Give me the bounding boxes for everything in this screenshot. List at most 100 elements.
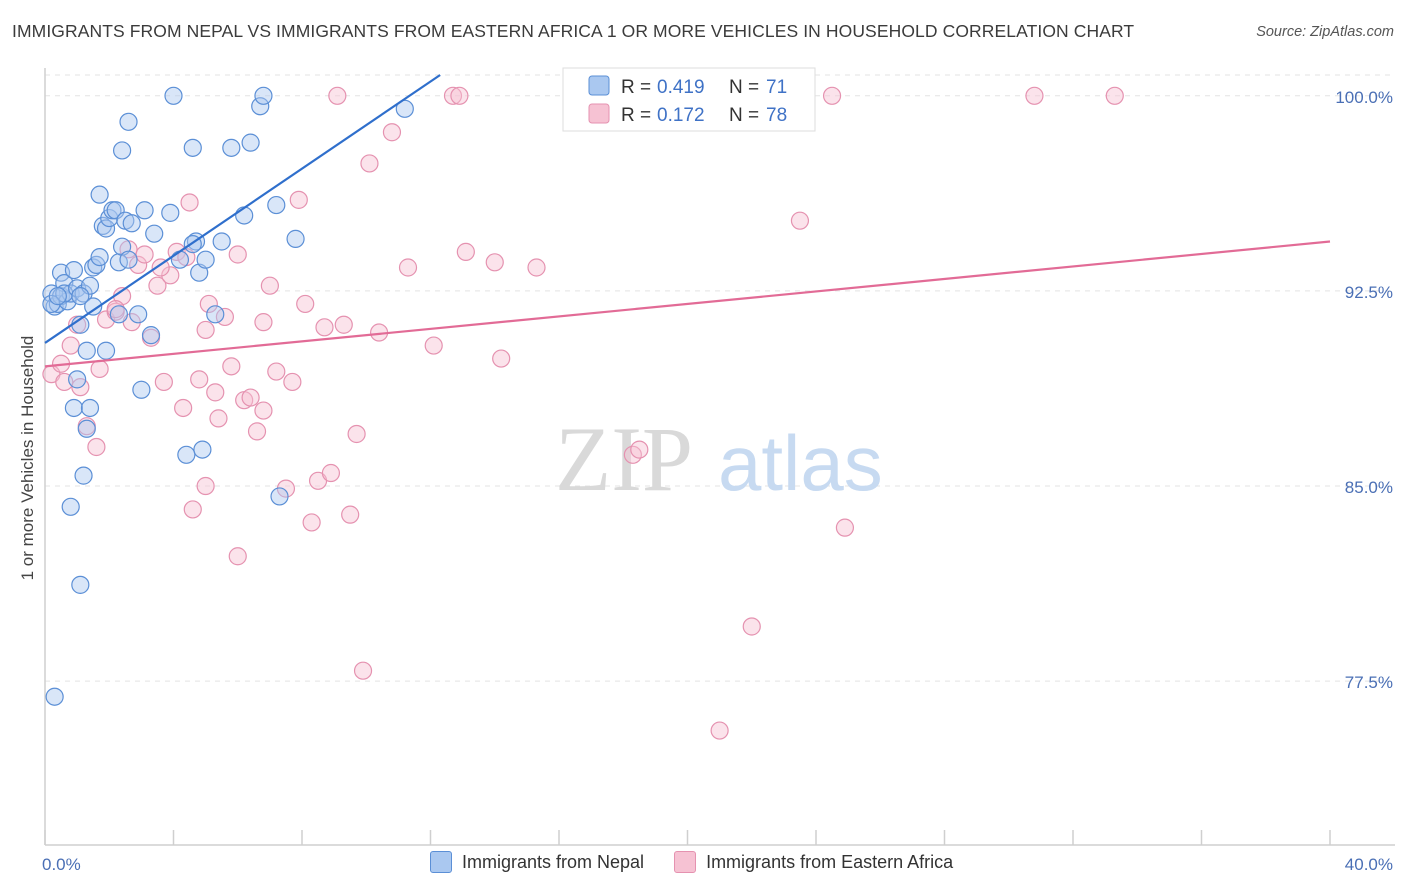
nepal-point[interactable] [84,297,103,316]
eastern-africa-point[interactable] [443,86,463,105]
nepal-point[interactable] [84,258,103,277]
nepal-point[interactable] [61,497,80,516]
nepal-point[interactable] [112,141,132,160]
eastern-africa-point[interactable] [260,276,279,295]
nepal-point[interactable] [286,229,305,248]
eastern-africa-point[interactable] [174,398,193,418]
eastern-africa-point[interactable] [360,154,379,173]
nepal-point[interactable] [270,487,289,506]
eastern-africa-point[interactable] [180,193,199,212]
eastern-africa-point[interactable] [241,388,260,407]
eastern-africa-point[interactable] [90,359,109,379]
nepal-point[interactable] [96,341,116,360]
nepal-point[interactable] [74,466,93,485]
nepal-point[interactable] [212,232,231,251]
eastern-africa-point[interactable] [222,357,241,376]
eastern-africa-point[interactable] [302,513,321,532]
nepal-point[interactable] [122,214,141,233]
eastern-africa-point[interactable] [87,437,106,457]
eastern-africa-point[interactable] [135,245,154,264]
nepal-point[interactable] [251,97,270,116]
eastern-africa-point[interactable] [154,372,173,392]
eastern-africa-point[interactable] [254,313,273,332]
eastern-africa-point[interactable] [283,372,302,392]
eastern-africa-point[interactable] [527,258,546,277]
eastern-africa-point[interactable] [456,242,475,261]
eastern-africa-point[interactable] [199,294,218,314]
nepal-point[interactable] [129,305,148,324]
eastern-africa-point[interactable] [106,300,125,319]
nepal-point[interactable] [119,250,138,269]
nepal-point[interactable] [90,247,109,267]
eastern-africa-point[interactable] [247,422,267,441]
legend-item-eastern-africa[interactable]: Immigrants from Eastern Africa [674,851,953,873]
nepal-point[interactable] [48,287,67,306]
nepal-point[interactable] [222,138,241,157]
nepal-point[interactable] [183,138,202,157]
eastern-africa-point[interactable] [196,320,215,340]
eastern-africa-point[interactable] [398,258,418,277]
eastern-africa-point[interactable] [341,505,360,524]
eastern-africa-point[interactable] [347,424,366,444]
nepal-point[interactable] [161,203,180,222]
nepal-point[interactable] [77,419,96,438]
eastern-africa-point[interactable] [353,661,373,680]
eastern-africa-point[interactable] [315,318,334,337]
eastern-africa-point[interactable] [450,86,469,105]
eastern-africa-point[interactable] [321,463,341,483]
eastern-africa-point[interactable] [790,211,810,230]
nepal-point[interactable] [109,305,128,324]
nepal-point[interactable] [206,305,225,324]
eastern-africa-point[interactable] [710,721,729,740]
nepal-point[interactable] [177,445,196,464]
nepal-point[interactable] [196,250,215,269]
nepal-point[interactable] [141,326,161,345]
eastern-africa-point[interactable] [289,190,308,209]
nepal-point[interactable] [68,370,87,389]
nepal-point[interactable] [71,287,90,306]
eastern-africa-point[interactable] [492,349,511,368]
nepal-point[interactable] [77,341,96,360]
nepal-point[interactable] [45,687,64,706]
eastern-africa-point[interactable] [228,547,247,566]
nepal-point[interactable] [241,133,260,152]
eastern-africa-point[interactable] [228,245,247,264]
eastern-africa-point[interactable] [1025,86,1044,105]
eastern-africa-point[interactable] [190,370,209,389]
eastern-africa-point[interactable] [267,362,286,381]
nepal-point[interactable] [80,398,100,418]
eastern-africa-point[interactable] [183,500,202,519]
eastern-africa-point[interactable] [334,315,353,334]
nepal-point[interactable] [119,112,138,131]
eastern-africa-point[interactable] [1105,86,1124,105]
eastern-africa-point[interactable] [822,86,842,105]
nepal-point[interactable] [90,185,109,204]
nepal-point[interactable] [235,206,254,225]
eastern-africa-point[interactable] [209,409,228,428]
eastern-africa-point[interactable] [148,276,167,295]
eastern-africa-point[interactable] [129,255,148,274]
nepal-point[interactable] [395,99,414,118]
legend-item-nepal[interactable]: Immigrants from Nepal [430,851,644,873]
nepal-point[interactable] [132,380,151,399]
nepal-point[interactable] [254,86,273,105]
nepal-point[interactable] [267,195,286,215]
nepal-point[interactable] [135,201,154,220]
eastern-africa-point[interactable] [61,336,80,355]
eastern-africa-point[interactable] [296,294,315,314]
nepal-point[interactable] [164,86,183,105]
nepal-point[interactable] [170,250,190,269]
eastern-africa-point[interactable] [485,253,504,272]
nepal-point[interactable] [71,575,90,594]
eastern-africa-point[interactable] [254,401,273,420]
eastern-africa-point[interactable] [206,383,225,402]
nepal-point[interactable] [64,261,84,280]
eastern-africa-point[interactable] [742,617,761,636]
eastern-africa-point[interactable] [630,440,649,459]
nepal-point[interactable] [145,224,164,243]
eastern-africa-point[interactable] [196,476,215,496]
eastern-africa-point[interactable] [382,123,402,142]
eastern-africa-point[interactable] [161,266,180,285]
eastern-africa-point[interactable] [835,518,855,537]
eastern-africa-point[interactable] [151,258,170,277]
